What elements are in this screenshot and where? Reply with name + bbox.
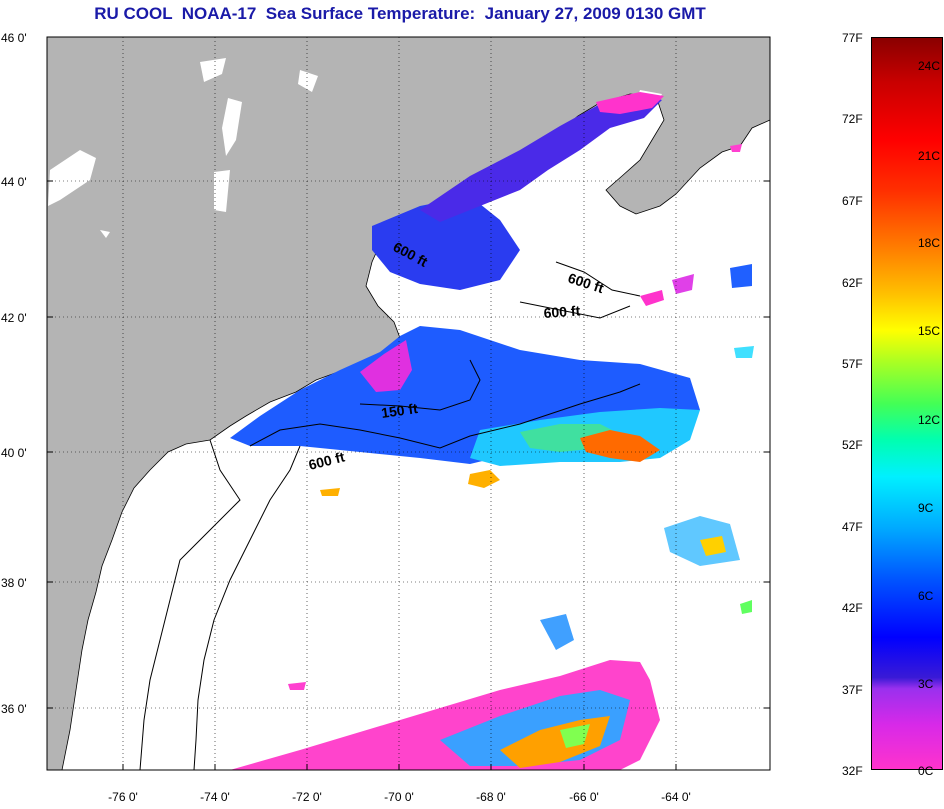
sst-patch-small	[540, 614, 574, 650]
colorbar-f-label: 62F	[842, 276, 863, 290]
colorbar-c-label: 0C	[918, 764, 934, 778]
colorbar-c-label: 15C	[918, 324, 941, 338]
lat-label: 44 0'	[1, 175, 27, 189]
contour-shelf	[193, 445, 301, 771]
sst-map: 46 0' 44 0' 42 0' 40 0' 38 0' 36 0' -76 …	[1, 31, 771, 804]
colorbar-f-label: 42F	[842, 601, 863, 615]
colorbar-f-label: 52F	[842, 438, 863, 452]
colorbar-c-label: 21C	[918, 149, 941, 163]
colorbar-c-label: 12C	[918, 413, 941, 427]
sst-patch-east-magenta	[672, 274, 694, 294]
lake	[48, 150, 96, 206]
contour-label: 150 ft	[380, 400, 419, 421]
colorbar-c-label: 18C	[918, 236, 941, 250]
contour-label: 600 ft	[566, 270, 606, 297]
contour-600ft	[249, 383, 641, 449]
sst-field	[230, 92, 754, 770]
colorbar-f-label: 72F	[842, 112, 863, 126]
lake	[222, 98, 242, 156]
colorbar-f-label: 57F	[842, 357, 863, 371]
lat-label: 42 0'	[1, 311, 27, 325]
contour-shelf	[139, 439, 241, 771]
land-mass	[46, 36, 771, 771]
contour-600ft	[519, 301, 631, 319]
tick-marks	[47, 36, 770, 770]
sst-patch-warm-edge	[468, 470, 500, 488]
map-title: RU COOL NOAA-17 Sea Surface Temperature:…	[94, 4, 706, 23]
colorbar-c-label: 9C	[918, 501, 934, 515]
sst-patch-coastal-maine	[420, 94, 662, 222]
sst-patch-warm-core	[580, 430, 660, 462]
map-frame	[46, 36, 771, 771]
colorbar-f-label: 47F	[842, 520, 863, 534]
contour-600ft	[555, 261, 641, 297]
sst-patch-southeast-warm	[700, 536, 726, 556]
sst-patch-small	[740, 600, 752, 614]
colorbar-f-label: 32F	[842, 764, 863, 778]
lon-label: -64 0'	[661, 790, 691, 804]
sst-patch-small	[320, 488, 340, 496]
graticule	[47, 37, 770, 770]
lat-label: 46 0'	[1, 31, 27, 45]
contour-label: 600 ft	[543, 302, 581, 321]
lake	[200, 58, 226, 82]
lon-label: -72 0'	[292, 790, 322, 804]
sst-patch-small	[730, 144, 742, 152]
lat-label: 40 0'	[1, 446, 27, 460]
lake	[214, 170, 230, 212]
sst-patch-small	[288, 682, 306, 690]
lon-label: -66 0'	[569, 790, 599, 804]
lon-label: -74 0'	[200, 790, 230, 804]
sst-patch-east-magenta	[640, 290, 664, 306]
sst-patch-gulf-of-maine	[372, 196, 520, 290]
colorbar-c-label: 24C	[918, 59, 941, 73]
contour-150ft	[359, 359, 481, 411]
colorbar-f-label: 67F	[842, 194, 863, 208]
temperature-colorbar	[871, 37, 943, 770]
lake	[298, 70, 318, 92]
bay	[110, 530, 132, 660]
colorbar-f-label: 37F	[842, 683, 863, 697]
colorbar-c-label: 6C	[918, 589, 934, 603]
depth-contours	[139, 261, 641, 771]
contour-label: 600 ft	[307, 448, 347, 472]
lon-label: -68 0'	[476, 790, 506, 804]
lat-label: 38 0'	[1, 576, 27, 590]
lake	[100, 230, 110, 238]
sst-patch-small	[734, 346, 754, 358]
sst-patch-south-green	[560, 724, 590, 748]
lat-label: 36 0'	[1, 702, 27, 716]
lon-label: -70 0'	[384, 790, 414, 804]
bay	[134, 480, 156, 520]
colorbar-f-label: 77F	[842, 31, 863, 45]
sst-patch-bay-of-fundy	[596, 92, 664, 114]
colorbar-c-label: 3C	[918, 677, 934, 691]
sst-patch-east-blue	[730, 264, 752, 288]
lon-label: -76 0'	[108, 790, 138, 804]
